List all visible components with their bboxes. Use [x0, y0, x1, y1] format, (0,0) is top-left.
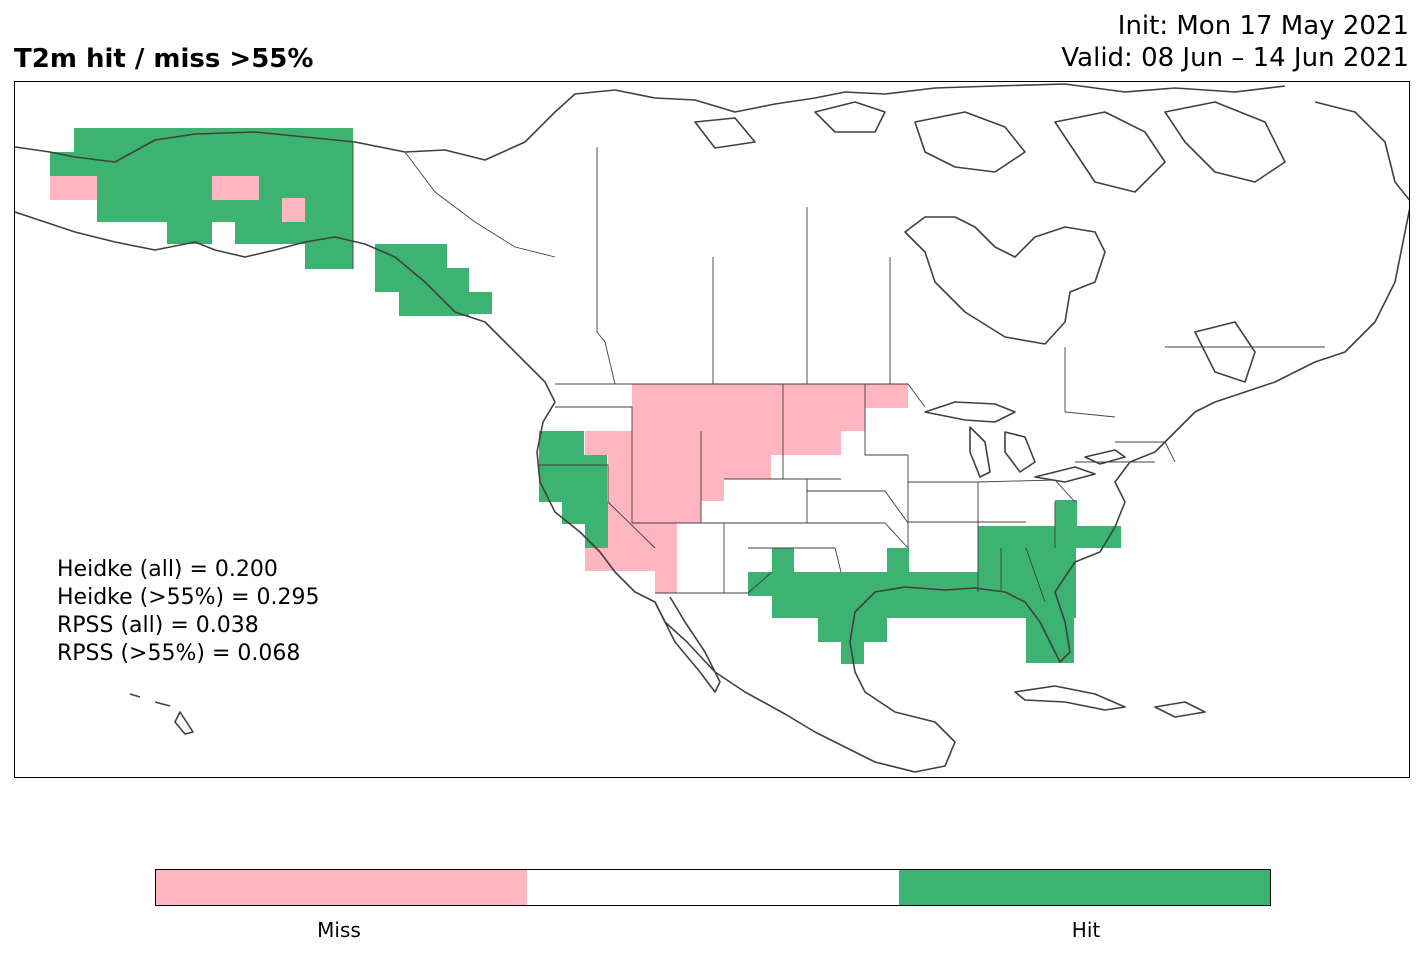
hit-cell	[772, 596, 1076, 618]
colorbar-neutral-segment	[527, 870, 899, 905]
colorbar-label-miss: Miss	[317, 918, 361, 942]
miss-cell	[585, 548, 677, 571]
score-rpss-55: RPSS (>55%) = 0.068	[57, 641, 301, 666]
north-america-map	[15, 83, 1409, 773]
miss-cell	[608, 501, 701, 523]
score-heidke-all: Heidke (all) = 0.200	[57, 557, 278, 582]
hit-cell	[539, 455, 607, 502]
miss-cell	[212, 176, 259, 200]
forecast-dates: Init: Mon 17 May 2021 Valid: 08 Jun – 14…	[1061, 10, 1409, 74]
miss-cells	[50, 176, 908, 593]
hit-cell	[74, 128, 353, 152]
miss-cell	[608, 479, 724, 501]
hit-cell	[422, 292, 492, 314]
miss-cell	[282, 198, 305, 222]
hit-cell	[97, 200, 353, 222]
colorbar-label-hit: Hit	[1071, 918, 1101, 942]
hit-cell	[235, 222, 353, 244]
score-heidke-55: Heidke (>55%) = 0.295	[57, 585, 320, 610]
miss-cell	[632, 408, 865, 431]
colorbar-miss-segment	[156, 870, 528, 905]
miss-cell	[655, 523, 677, 593]
hit-cell	[978, 526, 1121, 548]
hit-cell	[375, 244, 447, 268]
map-panel	[14, 81, 1410, 778]
hit-cell	[539, 431, 584, 455]
valid-date: Valid: 08 Jun – 14 Jun 2021	[1061, 43, 1409, 73]
colorbar-hit-segment	[898, 870, 1270, 905]
miss-cell	[632, 384, 908, 408]
miss-cell	[608, 523, 655, 548]
score-rpss-all: RPSS (all) = 0.038	[57, 613, 259, 638]
miss-cell	[585, 431, 841, 455]
miss-cell	[608, 455, 771, 479]
hit-cell	[748, 572, 1076, 596]
borders	[352, 142, 1325, 603]
map-title: T2m hit / miss >55%	[14, 44, 314, 74]
hit-cell	[887, 548, 909, 572]
init-date: Init: Mon 17 May 2021	[1117, 11, 1409, 41]
hit-cell	[167, 222, 212, 244]
hit-cell	[772, 548, 794, 572]
hit-cell	[305, 244, 353, 269]
hit-cell	[1055, 500, 1077, 526]
miss-cell	[50, 176, 97, 200]
hit-cell	[50, 152, 353, 176]
colorbar	[155, 869, 1271, 906]
skill-scores: Heidke (all) = 0.200 Heidke (>55%) = 0.2…	[57, 556, 320, 668]
